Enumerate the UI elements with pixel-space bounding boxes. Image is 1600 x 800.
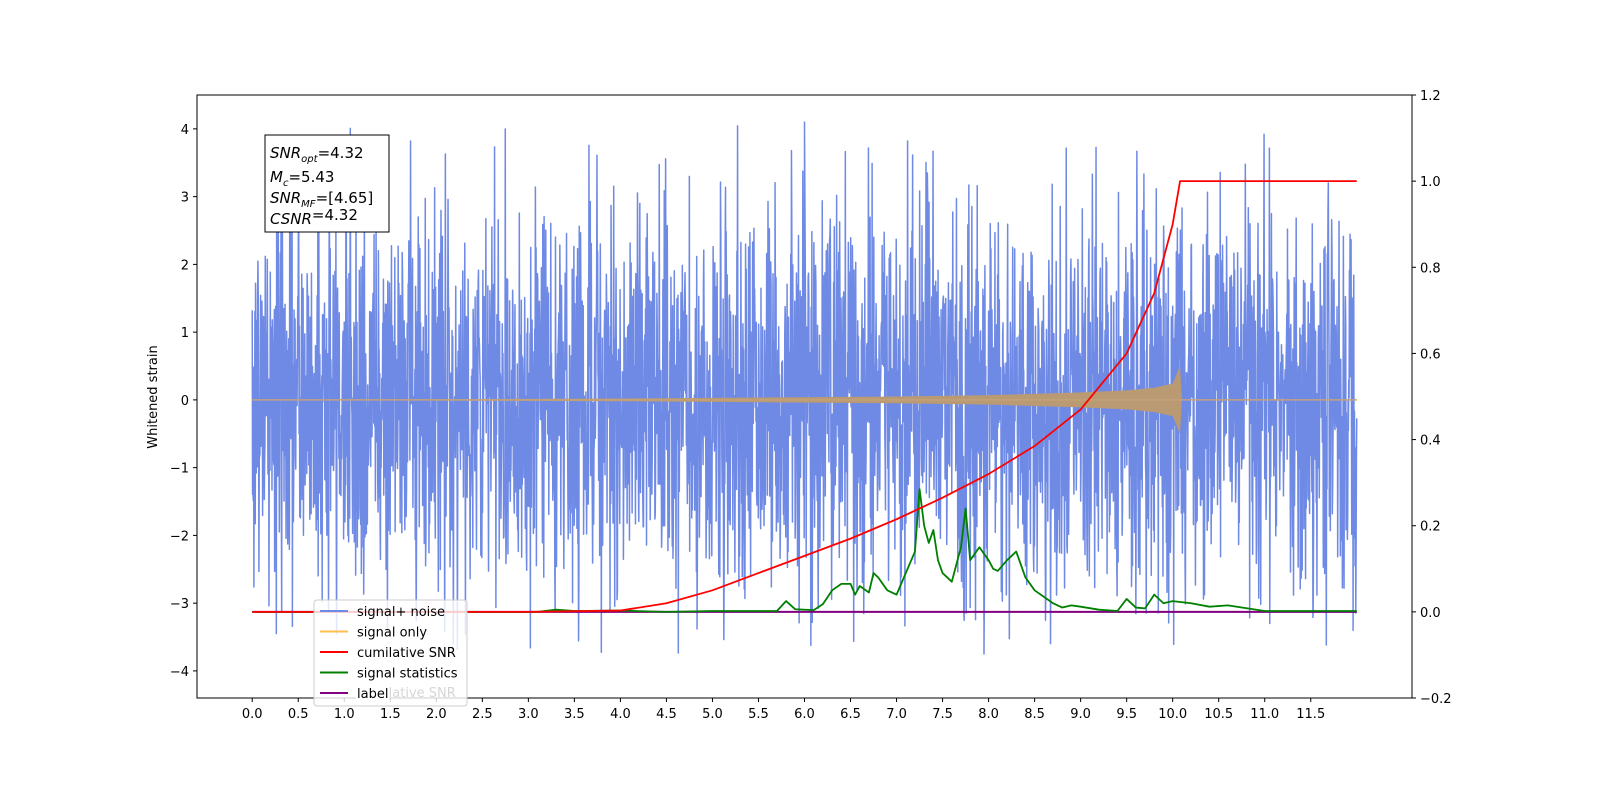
y-left-tick-label: −1 xyxy=(170,462,189,477)
x-tick-label: 8.0 xyxy=(978,707,999,722)
x-tick-label: 10.5 xyxy=(1204,707,1233,722)
x-tick-label: 2.5 xyxy=(472,707,493,722)
legend-label: cumilative SNR xyxy=(357,646,456,661)
y-axis-right: −0.2 0.0 0.2 0.4 0.6 0.8 1.0 1.2 xyxy=(1412,89,1452,707)
y-axis-left: −4 −3 −2 −1 0 1 2 3 4 xyxy=(170,123,197,680)
x-tick-label: 9.0 xyxy=(1070,707,1091,722)
x-tick-label: 5.5 xyxy=(748,707,769,722)
x-tick-label: 11.0 xyxy=(1250,707,1279,722)
x-tick-label: 1.0 xyxy=(334,707,355,722)
y-right-tick-label: 0.2 xyxy=(1420,520,1441,535)
legend-label: signal+ noise xyxy=(357,605,445,620)
x-tick-label: 6.0 xyxy=(794,707,815,722)
y-left-tick-label: 0 xyxy=(181,394,189,409)
annotation-line-csnr: CSNR=4.32 xyxy=(270,206,358,228)
x-tick-label: 4.5 xyxy=(656,707,677,722)
y-left-tick-label: 1 xyxy=(181,326,189,341)
x-tick-label: 6.5 xyxy=(840,707,861,722)
cumulative-snr-line xyxy=(252,180,1357,613)
y-right-tick-label: 0.4 xyxy=(1420,434,1441,449)
annotation-line-snr-opt: SNRopt=4.32 xyxy=(270,144,364,165)
y-left-tick-label: −2 xyxy=(170,529,189,544)
y-right-tick-label: 0.6 xyxy=(1420,347,1441,362)
y-right-tick-label: 0.8 xyxy=(1420,261,1441,276)
y-left-tick-label: −3 xyxy=(170,597,189,612)
snr-annotation-box: SNRopt=4.32 Mc=5.43 SNRMF=[4.65] CSNR=4.… xyxy=(264,134,390,233)
x-tick-label: 4.0 xyxy=(610,707,631,722)
annotation-line-snr-mf: SNRMF=[4.65] xyxy=(270,189,373,210)
x-tick-label: 3.0 xyxy=(518,707,539,722)
signal-plus-noise-line xyxy=(251,121,1358,655)
x-tick-label: 7.0 xyxy=(886,707,907,722)
y-right-tick-label: 0.0 xyxy=(1420,606,1441,621)
y-left-tick-label: 4 xyxy=(181,123,189,138)
x-tick-label: 7.5 xyxy=(932,707,953,722)
signal-statistics-line xyxy=(252,488,1357,613)
x-tick-label: 0.0 xyxy=(242,707,263,722)
legend-label-backdrop xyxy=(356,687,390,702)
legend-label: label xyxy=(357,687,388,702)
y-right-tick-label: −0.2 xyxy=(1420,692,1452,707)
x-tick-label: 8.5 xyxy=(1024,707,1045,722)
x-tick-label: 1.5 xyxy=(380,707,401,722)
x-tick-label: 2.0 xyxy=(426,707,447,722)
y-left-tick-label: 3 xyxy=(181,191,189,206)
x-tick-label: 0.5 xyxy=(288,707,309,722)
y-right-tick-label: 1.0 xyxy=(1420,175,1441,190)
y-left-tick-label: −4 xyxy=(170,665,189,680)
legend-label: signal statistics xyxy=(357,667,458,682)
y-axis-label: Whitened strain xyxy=(146,345,161,448)
x-axis: 0.0 0.5 1.0 1.5 2.0 2.5 3.0 3.5 4.0 4.5 5.0 5.5 6.0 6… xyxy=(242,698,1325,722)
x-tick-label: 10.0 xyxy=(1158,707,1187,722)
legend-label: signal only xyxy=(357,626,427,641)
x-tick-label: 11.5 xyxy=(1296,707,1325,722)
y-left-tick-label: 2 xyxy=(181,258,189,273)
x-tick-label: 3.5 xyxy=(564,707,585,722)
x-tick-label: 5.0 xyxy=(702,707,723,722)
plot-area xyxy=(251,121,1358,655)
x-tick-label: 9.5 xyxy=(1116,707,1137,722)
y-right-tick-label: 1.2 xyxy=(1420,89,1441,104)
annotation-line-mc: Mc=5.43 xyxy=(270,168,334,189)
